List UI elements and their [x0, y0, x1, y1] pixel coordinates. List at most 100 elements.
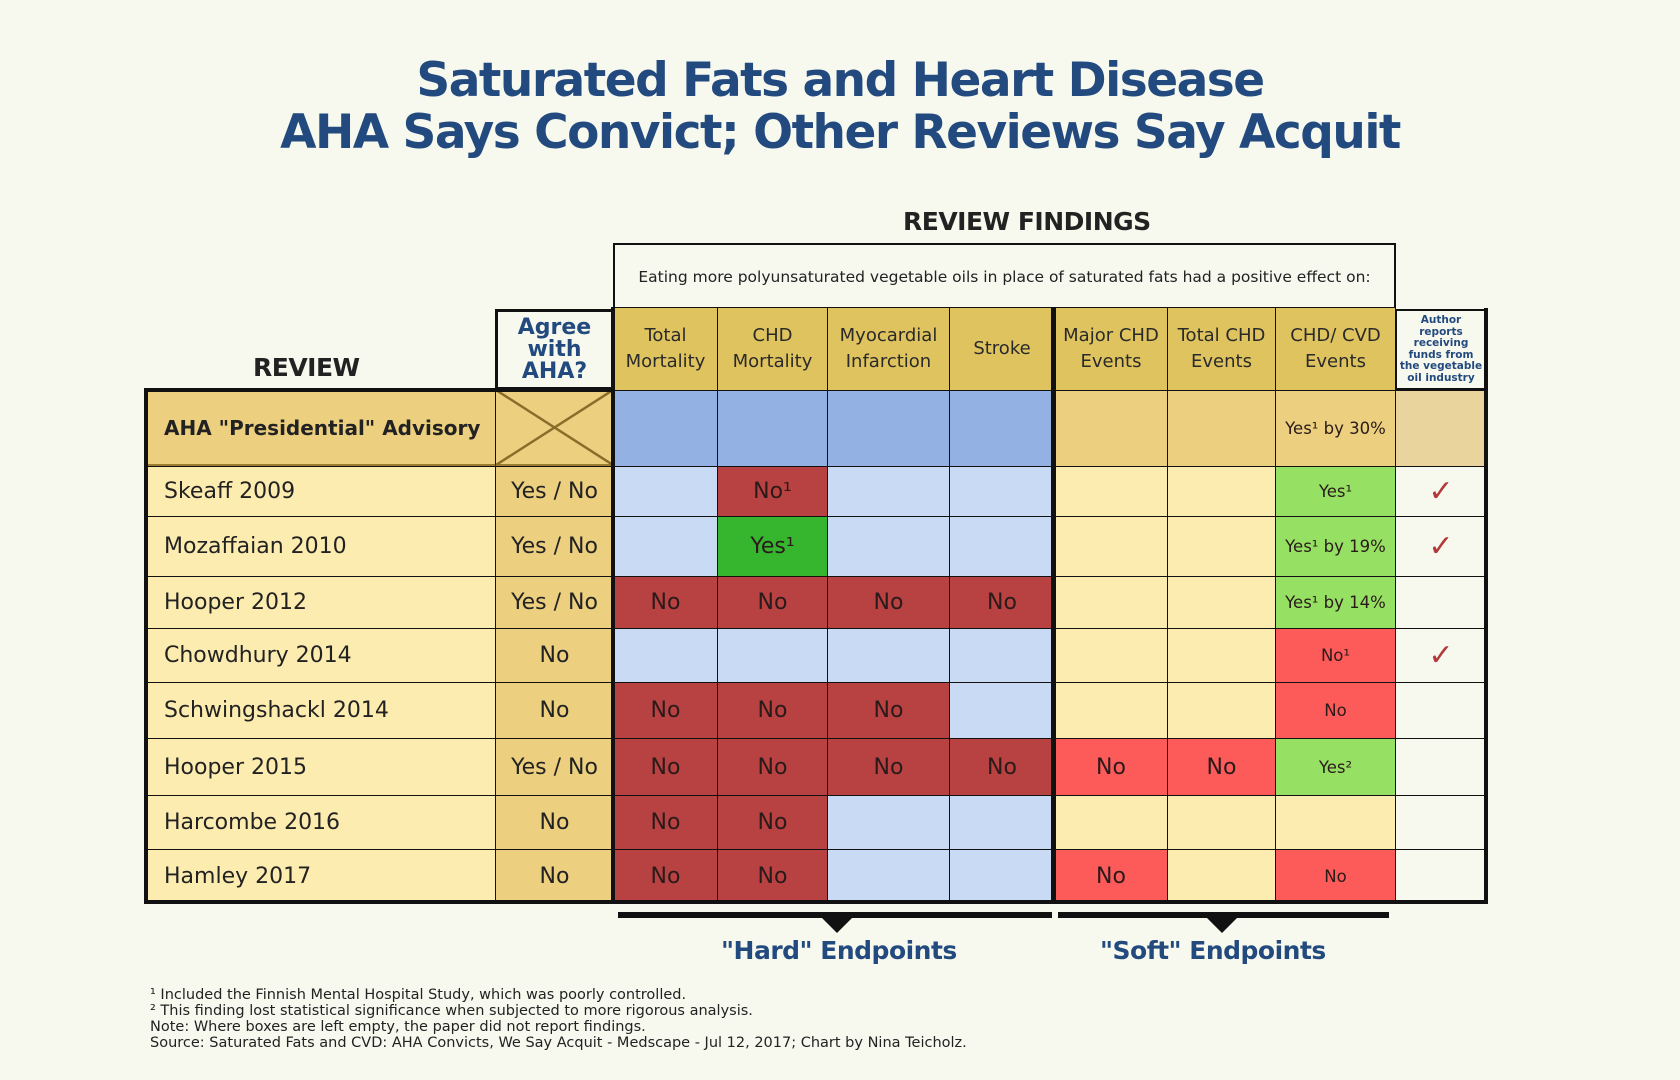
footnotes: ¹ Included the Finnish Mental Hospital S… [150, 987, 967, 1051]
agree-value: Yes / No [511, 479, 598, 504]
check-icon: ✓ [1428, 474, 1454, 509]
row-chowdhury-2014-chd-mortality-cell [717, 628, 828, 683]
row-hooper-2015-review-cell: Hooper 2015 [146, 738, 497, 796]
author-funds-header: Author reports receiving funds from the … [1395, 309, 1487, 390]
soft-endpoints-label: "Soft" Endpoints [1100, 936, 1326, 965]
review-name: Chowdhury 2014 [164, 643, 352, 668]
row-chowdhury-2014-total-mortality-cell [613, 628, 718, 683]
finding-value: No¹ [753, 479, 792, 504]
review-name: Harcombe 2016 [164, 810, 341, 835]
review-name: Hooper 2015 [164, 754, 307, 780]
row-skeaff-2009-review-cell: Skeaff 2009 [146, 466, 497, 517]
row-hooper-2012-major-chd-events-cell [1054, 576, 1168, 629]
row-hooper-2015-major-chd-events-cell: No [1054, 738, 1168, 796]
finding-value: No [1324, 866, 1347, 886]
finding-value: No [650, 863, 681, 889]
finding-value: No [650, 810, 681, 835]
row-hamley-2017-agree-cell: No [495, 849, 614, 903]
finding-value: Yes¹ by 19% [1285, 537, 1386, 556]
row-chowdhury-2014-review-cell: Chowdhury 2014 [146, 628, 497, 683]
row-harcombe-2016-chd-mortality-cell: No [717, 795, 828, 850]
review-findings-heading: REVIEW FINDINGS [903, 207, 1151, 236]
finding-value: No [873, 698, 904, 723]
check-icon: ✓ [1428, 529, 1454, 564]
finding-value: No¹ [1320, 646, 1351, 665]
row-hamley-2017-review-cell: Hamley 2017 [146, 849, 497, 903]
title-line-1: Saturated Fats and Heart Disease [416, 53, 1265, 108]
row-mozaffaian-2010-agree-cell: Yes / No [495, 516, 614, 577]
review-name: Hooper 2012 [164, 590, 307, 615]
hard-soft-divider [1051, 307, 1056, 904]
review-name: Hamley 2017 [164, 863, 312, 889]
row-schwingshackl-2014-chd-mortality-cell: No [717, 682, 828, 739]
findings-left-border [611, 307, 615, 904]
column-header-myocardial-infarction: Myocardial Infarction [827, 307, 950, 391]
column-header-label: Major CHD Events [1063, 325, 1159, 372]
finding-value: No [987, 590, 1017, 615]
finding-value: No [987, 754, 1017, 780]
row-aha-presidential-advisory-chd-mortality-cell [717, 390, 828, 467]
table-top-border-left [144, 388, 614, 392]
review-name: Mozaffaian 2010 [164, 534, 347, 559]
title-line-2: AHA Says Convict; Other Reviews Say Acqu… [280, 105, 1401, 160]
column-header-total-chd-events: Total CHD Events [1167, 307, 1276, 391]
row-hamley-2017-major-chd-events-cell: No [1054, 849, 1168, 903]
column-header-label: Myocardial Infarction [839, 325, 938, 372]
agree-value: No [539, 863, 570, 889]
row-hooper-2012-author-funds-cell [1395, 576, 1487, 629]
row-hooper-2015-total-mortality-cell: No [613, 738, 718, 796]
footnote-note: Note: Where boxes are left empty, the pa… [150, 1019, 646, 1035]
table-right-border [1484, 308, 1488, 904]
column-header-chd-cvd-events: CHD/ CVD Events [1275, 307, 1396, 391]
finding-value: Yes¹ [750, 534, 795, 559]
findings-description: Eating more polyunsaturated vegetable oi… [613, 243, 1396, 310]
row-hooper-2012-stroke-cell: No [949, 576, 1055, 629]
column-header-label: CHD Mortality [732, 325, 813, 372]
agree-value: Yes / No [511, 754, 598, 780]
row-aha-presidential-advisory-agree-cell [495, 390, 614, 467]
finding-value: No [1096, 863, 1126, 889]
finding-value: Yes¹ [1318, 482, 1353, 501]
footnote-1: ¹ Included the Finnish Mental Hospital S… [150, 987, 687, 1003]
check-icon: ✓ [1428, 638, 1454, 673]
finding-value: Yes² [1318, 757, 1353, 777]
soft-bracket-line [1058, 912, 1389, 918]
row-skeaff-2009-chd-cvd-events-cell: Yes¹ [1275, 466, 1396, 517]
row-aha-presidential-advisory-total-chd-events-cell [1167, 390, 1276, 467]
row-mozaffaian-2010-total-chd-events-cell [1167, 516, 1276, 577]
finding-value: No [757, 698, 788, 723]
row-skeaff-2009-chd-mortality-cell: No¹ [717, 466, 828, 517]
row-hooper-2012-review-cell: Hooper 2012 [146, 576, 497, 629]
finding-value: No [650, 590, 681, 615]
row-hooper-2012-agree-cell: Yes / No [495, 576, 614, 629]
agree-value: No [539, 698, 570, 723]
column-header-label: Stroke [973, 338, 1031, 359]
row-harcombe-2016-major-chd-events-cell [1054, 795, 1168, 850]
row-schwingshackl-2014-agree-cell: No [495, 682, 614, 739]
finding-value: No [757, 863, 788, 889]
finding-value: No [757, 590, 788, 615]
row-harcombe-2016-agree-cell: No [495, 795, 614, 850]
row-schwingshackl-2014-myocardial-infarction-cell: No [827, 682, 950, 739]
row-hamley-2017-myocardial-infarction-cell [827, 849, 950, 903]
row-chowdhury-2014-total-chd-events-cell [1167, 628, 1276, 683]
row-hamley-2017-total-mortality-cell: No [613, 849, 718, 903]
row-chowdhury-2014-myocardial-infarction-cell [827, 628, 950, 683]
row-schwingshackl-2014-chd-cvd-events-cell: No [1275, 682, 1396, 739]
finding-value: No [757, 754, 788, 780]
row-harcombe-2016-review-cell: Harcombe 2016 [146, 795, 497, 850]
review-heading: REVIEW [253, 353, 360, 382]
finding-value: No [873, 590, 904, 615]
column-header-major-chd-events: Major CHD Events [1054, 307, 1168, 391]
not-applicable-cross-icon [496, 390, 613, 465]
finding-value: No [873, 754, 904, 780]
row-skeaff-2009-author-funds-cell: ✓ [1395, 466, 1487, 517]
finding-value: No [650, 754, 681, 780]
row-hamley-2017-author-funds-cell [1395, 849, 1487, 903]
agree-value: No [539, 810, 570, 835]
finding-value: No [757, 810, 788, 835]
review-name: Schwingshackl 2014 [164, 698, 389, 723]
table-bottom-border [144, 900, 1488, 904]
finding-value: Yes¹ by 30% [1285, 419, 1386, 438]
table-left-border [144, 388, 148, 904]
